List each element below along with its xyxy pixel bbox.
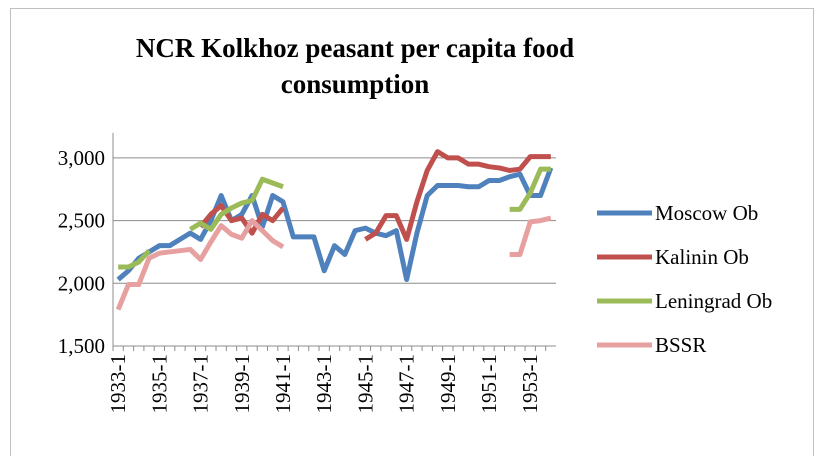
chart-title: NCR Kolkhoz peasant per capita food cons… [135, 33, 575, 99]
y-tick-label: 2,000 [58, 271, 105, 295]
series-line [198, 203, 285, 236]
x-tick-label: 1949-1 [436, 354, 460, 414]
legend-label: Moscow Ob [655, 201, 758, 225]
legend-label: BSSR [655, 333, 706, 357]
series-line [188, 176, 284, 232]
series-line [509, 215, 552, 257]
legend-label: Kalinin Ob [655, 245, 749, 269]
series-line [116, 167, 554, 283]
x-tick-label: 1943-1 [312, 354, 336, 414]
x-tick-label: 1941-1 [271, 354, 295, 414]
y-tick-label: 3,000 [58, 146, 105, 170]
chart-frame [10, 8, 814, 456]
x-tick-label: 1945-1 [353, 354, 377, 414]
x-tick-label: 1935-1 [147, 354, 171, 414]
y-tick-label: 1,500 [58, 334, 105, 358]
x-tick-label: 1933-1 [106, 354, 130, 414]
y-tick-label: 2,500 [58, 209, 105, 233]
series-line [364, 149, 551, 242]
x-tick-label: 1953-1 [518, 354, 542, 414]
series-line [115, 218, 285, 311]
legend-label: Leningrad Ob [655, 289, 772, 313]
x-tick-label: 1937-1 [189, 354, 213, 414]
x-tick-label: 1951-1 [477, 354, 501, 414]
x-tick-label: 1939-1 [230, 354, 254, 414]
series-line [118, 249, 151, 270]
x-tick-label: 1947-1 [395, 354, 419, 414]
series-line [509, 166, 551, 212]
